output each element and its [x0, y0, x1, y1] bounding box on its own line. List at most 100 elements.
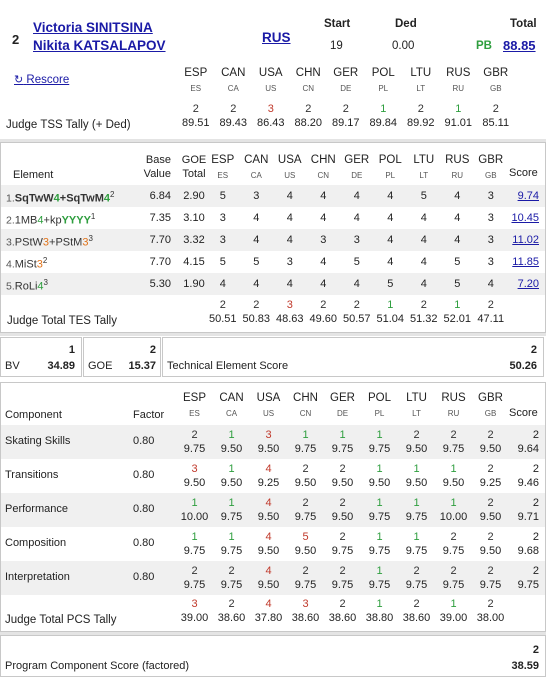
component-judge-mark: 9.50	[220, 443, 243, 455]
judge-country: DE	[340, 84, 352, 93]
tally-rank: 1	[454, 299, 461, 311]
element-score-link[interactable]: 7.20	[517, 278, 539, 290]
component-judge-mark: 9.75	[331, 443, 354, 455]
tally-rank: 2	[487, 598, 494, 610]
tally-cell: 2 47.11	[474, 298, 508, 326]
component-judge-cell: 1 10.00	[435, 496, 472, 524]
component-judge-rank: 2	[487, 463, 494, 475]
component-judge-cell: 2 9.75	[287, 496, 324, 524]
pcs-summary-value: 38.59	[511, 660, 539, 672]
element-code-part: 3	[36, 258, 43, 271]
component-factor: 0.80	[133, 571, 155, 583]
element-score-link[interactable]: 10.45	[511, 212, 539, 224]
judge-col-usa: USA US	[273, 153, 307, 183]
element-code-part: +SqTwM	[59, 192, 104, 205]
element-score-link[interactable]: 9.74	[517, 190, 539, 202]
component-judge-cell: 2 9.75	[176, 564, 213, 592]
component-score-rank: 2	[532, 429, 539, 441]
element-code-part: 3	[43, 278, 48, 287]
tally-cell: 3 38.60	[287, 597, 324, 625]
tally-cell: 1 51.04	[374, 298, 408, 326]
tally-rank: 2	[228, 598, 235, 610]
component-judge-mark: 9.75	[368, 579, 391, 591]
judge-mark: 4	[420, 212, 427, 224]
component-judge-cell: 4 9.50	[250, 530, 287, 558]
summary-row: 1 BV 34.89 2 GOE 15.37 2 Technical Eleme…	[0, 337, 546, 377]
component-name: Performance	[5, 503, 68, 515]
tally-cell: 1 52.01	[441, 298, 475, 326]
judge-col-rus: RUS RU	[435, 391, 472, 421]
component-judge-cell: 2 9.50	[324, 462, 361, 490]
element-score-link[interactable]: 11.85	[512, 256, 539, 268]
judge-code: RUS	[446, 67, 471, 79]
rescore-link[interactable]: ↻ Rescore	[14, 73, 69, 86]
component-factor: 0.80	[133, 469, 155, 481]
judge-code: CAN	[219, 392, 244, 404]
skater-2-link[interactable]: Nikita KATSALAPOV	[33, 38, 166, 53]
component-row: Composition 0.80 1 9.75 1 9.75 4 9.50 5 9.50 2 9.75…	[1, 527, 545, 561]
judge-mark: 4	[219, 278, 226, 290]
tally-value: 88.20	[294, 117, 323, 129]
component-judge-cell: 2 9.75	[324, 530, 361, 558]
judge-code: RUS	[441, 392, 466, 404]
tally-value: 91.01	[444, 117, 473, 129]
component-judge-rank: 3	[191, 463, 198, 475]
tally-cell: 2 89.17	[327, 102, 365, 130]
component-judge-rank: 2	[487, 497, 494, 509]
element-code-part: +kp	[43, 214, 62, 227]
bv-value: 34.89	[47, 360, 75, 372]
element-base-value: 7.35	[149, 212, 171, 224]
judge-col-pol: POL PL	[365, 66, 403, 96]
tally-value: 89.51	[181, 117, 210, 129]
tally-value: 89.43	[219, 117, 248, 129]
tally-cell: 2 89.51	[177, 102, 215, 130]
tss-tally-label: Judge TSS Tally (+ Ded)	[6, 119, 131, 131]
judge-col-pol: POL PL	[374, 153, 408, 183]
tally-cell: 2 89.43	[215, 102, 253, 130]
tally-value: 50.83	[242, 313, 271, 325]
element-row: 5.RoLi43 5.30 1.90 4 4 4 4 4 5 4 5 4 7.20	[1, 273, 545, 295]
component-judge-cell: 2 9.75	[398, 564, 435, 592]
component-judge-mark: 9.50	[442, 477, 465, 489]
element-code-part: 4	[103, 192, 111, 205]
tally-value: 47.11	[477, 313, 505, 325]
tally-rank: 3	[286, 299, 293, 311]
judge-mark: 5	[387, 278, 394, 290]
judge-mark: 3	[487, 190, 494, 202]
element-code-part: 2	[110, 190, 115, 199]
component-judge-mark: 9.75	[368, 545, 391, 557]
pcs-score-col-header: Score	[509, 407, 538, 419]
section-divider	[0, 139, 546, 142]
skater-1-link[interactable]: Victoria SINITSINA	[33, 20, 153, 35]
component-score: 2 9.68	[518, 530, 539, 558]
tally-rank: 2	[192, 103, 199, 115]
judge-mark: 3	[353, 234, 360, 246]
judge-code: USA	[258, 67, 283, 79]
component-judge-cell: 5 9.50	[287, 530, 324, 558]
element-row: 2.1MB4+kpYYYY1 7.35 3.10 3 4 4 4 4 4 4 4 3 10.45	[1, 207, 545, 229]
judge-code: RUS	[445, 154, 470, 166]
element-code-part: 1MB	[14, 214, 38, 227]
component-judge-rank: 2	[487, 429, 494, 441]
component-judge-cell: 2 9.75	[176, 428, 213, 456]
nation-link[interactable]: RUS	[262, 30, 291, 45]
goe-col-header: GOE Total	[179, 153, 209, 181]
judge-country: LT	[419, 171, 429, 180]
judge-col-usa: USA US	[250, 391, 287, 421]
component-judge-mark: 9.75	[368, 511, 391, 523]
component-judge-rank: 2	[339, 531, 346, 543]
judge-country: GB	[484, 171, 497, 180]
judge-code: GBR	[478, 154, 504, 166]
component-judge-mark: 10.00	[439, 511, 468, 523]
total-score-link[interactable]: 88.85	[503, 38, 536, 53]
component-judge-rank: 2	[302, 463, 309, 475]
components-section: ESP ES CAN CA USA US CHN CN GER DE POL PL LTU LT RUS RU…	[0, 382, 546, 632]
component-judge-mark: 9.75	[183, 443, 206, 455]
component-judge-mark: 9.75	[331, 545, 354, 557]
element-score-link[interactable]: 11.02	[512, 234, 539, 246]
judge-col-gbr: GBR GB	[472, 391, 509, 421]
element-row: 3.PStW3+PStM33 7.70 3.32 3 4 4 3 3 4 4 4 3 11.02	[1, 229, 545, 251]
section-divider	[0, 632, 546, 635]
component-judge-cell: 1 9.75	[361, 530, 398, 558]
judge-code: CHN	[293, 392, 318, 404]
